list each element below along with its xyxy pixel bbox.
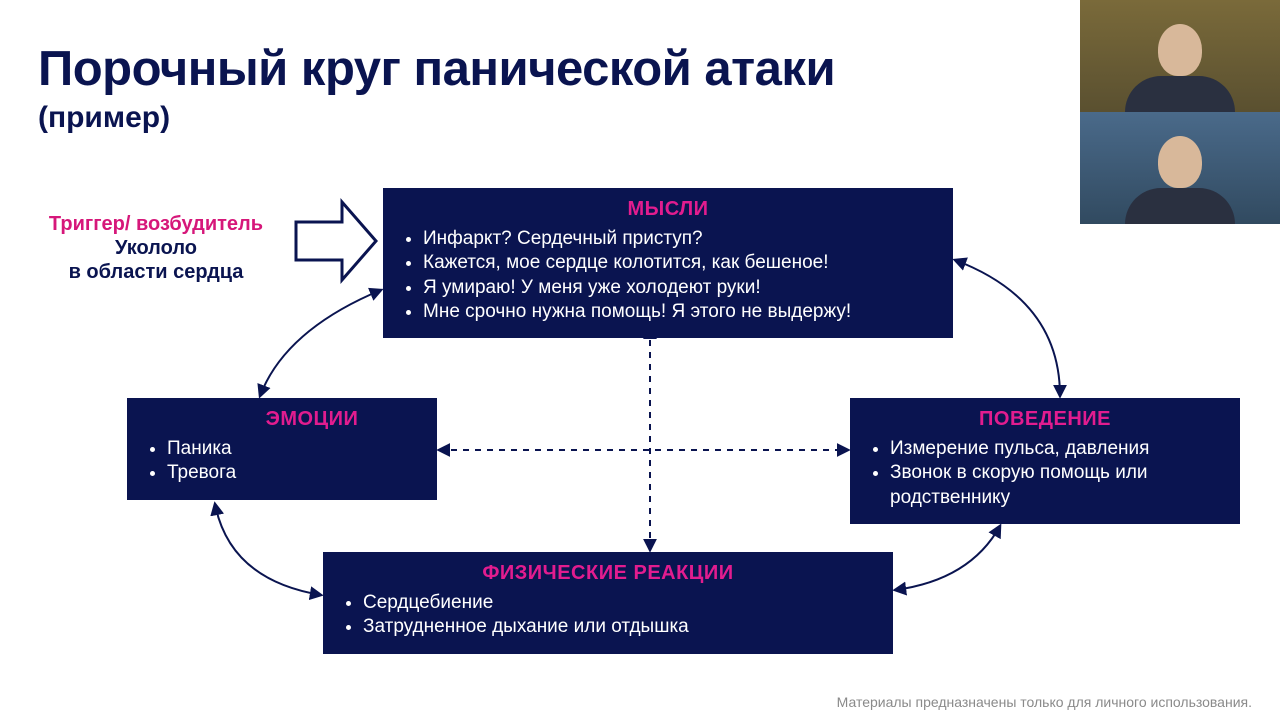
- webcam-participant-2: [1080, 112, 1280, 224]
- footer-note: Материалы предназначены только для лично…: [837, 694, 1252, 710]
- webcam-participant-1: [1080, 0, 1280, 112]
